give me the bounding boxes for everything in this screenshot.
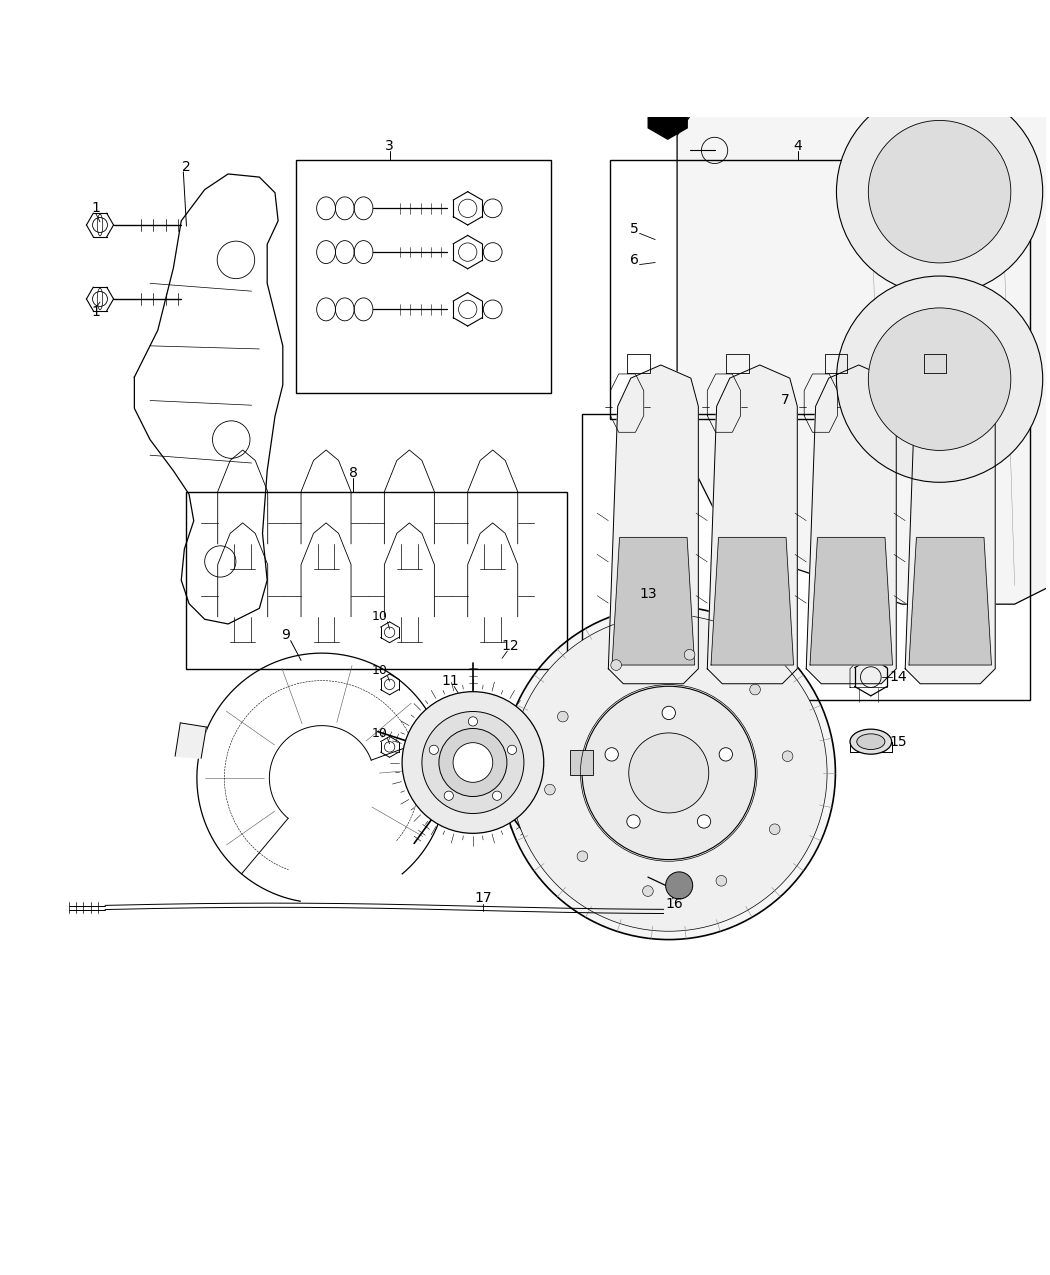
Circle shape xyxy=(545,784,555,794)
Text: 12: 12 xyxy=(502,639,520,653)
Circle shape xyxy=(837,277,1043,482)
Text: 17: 17 xyxy=(475,891,492,905)
Circle shape xyxy=(666,872,693,899)
Circle shape xyxy=(429,745,439,755)
Circle shape xyxy=(582,686,755,859)
Text: 8: 8 xyxy=(349,465,358,479)
Polygon shape xyxy=(909,538,991,666)
Text: 3: 3 xyxy=(385,139,394,153)
Polygon shape xyxy=(175,723,207,759)
Circle shape xyxy=(663,706,675,719)
Polygon shape xyxy=(677,0,1050,604)
Circle shape xyxy=(492,790,502,801)
Circle shape xyxy=(782,751,793,761)
Bar xyxy=(187,492,567,669)
Bar xyxy=(610,161,1030,418)
Text: 10: 10 xyxy=(372,664,387,677)
Circle shape xyxy=(643,886,653,896)
Circle shape xyxy=(444,790,454,801)
Text: 1: 1 xyxy=(91,306,100,320)
Text: 2: 2 xyxy=(182,159,191,173)
Text: 15: 15 xyxy=(889,734,907,748)
Circle shape xyxy=(422,711,524,813)
Bar xyxy=(296,161,551,393)
Text: 16: 16 xyxy=(665,898,682,912)
Circle shape xyxy=(502,606,836,940)
Ellipse shape xyxy=(857,734,885,750)
Circle shape xyxy=(611,659,622,671)
Polygon shape xyxy=(711,538,794,666)
Text: 6: 6 xyxy=(630,254,638,268)
Circle shape xyxy=(868,309,1011,450)
Polygon shape xyxy=(905,365,995,683)
Circle shape xyxy=(716,876,727,886)
Circle shape xyxy=(837,88,1043,295)
Circle shape xyxy=(468,717,478,725)
Text: 4: 4 xyxy=(794,139,802,153)
Circle shape xyxy=(697,815,711,829)
Polygon shape xyxy=(608,365,698,683)
Polygon shape xyxy=(806,365,897,683)
Circle shape xyxy=(439,728,507,797)
Text: 5: 5 xyxy=(630,222,638,236)
Text: 11: 11 xyxy=(441,674,459,688)
Text: 10: 10 xyxy=(372,727,387,739)
Text: 10: 10 xyxy=(372,611,387,623)
Circle shape xyxy=(750,685,760,695)
Polygon shape xyxy=(612,538,695,666)
Circle shape xyxy=(510,615,827,931)
Circle shape xyxy=(770,824,780,835)
Circle shape xyxy=(454,742,492,783)
Text: 14: 14 xyxy=(889,671,907,685)
Polygon shape xyxy=(708,365,797,683)
Polygon shape xyxy=(810,538,892,666)
Bar xyxy=(583,413,1030,700)
Text: 9: 9 xyxy=(281,629,290,643)
Polygon shape xyxy=(648,94,687,139)
Circle shape xyxy=(558,711,568,722)
Circle shape xyxy=(629,733,709,813)
Circle shape xyxy=(578,850,588,862)
Circle shape xyxy=(507,745,517,755)
Circle shape xyxy=(868,120,1011,263)
Circle shape xyxy=(719,747,733,761)
Text: 1: 1 xyxy=(91,201,100,215)
Bar xyxy=(570,750,592,775)
Circle shape xyxy=(685,649,695,660)
Text: 13: 13 xyxy=(639,586,656,601)
Circle shape xyxy=(605,747,618,761)
Text: 7: 7 xyxy=(781,393,790,407)
Circle shape xyxy=(402,691,544,834)
Ellipse shape xyxy=(850,729,891,755)
Circle shape xyxy=(640,745,697,801)
Circle shape xyxy=(627,815,640,829)
